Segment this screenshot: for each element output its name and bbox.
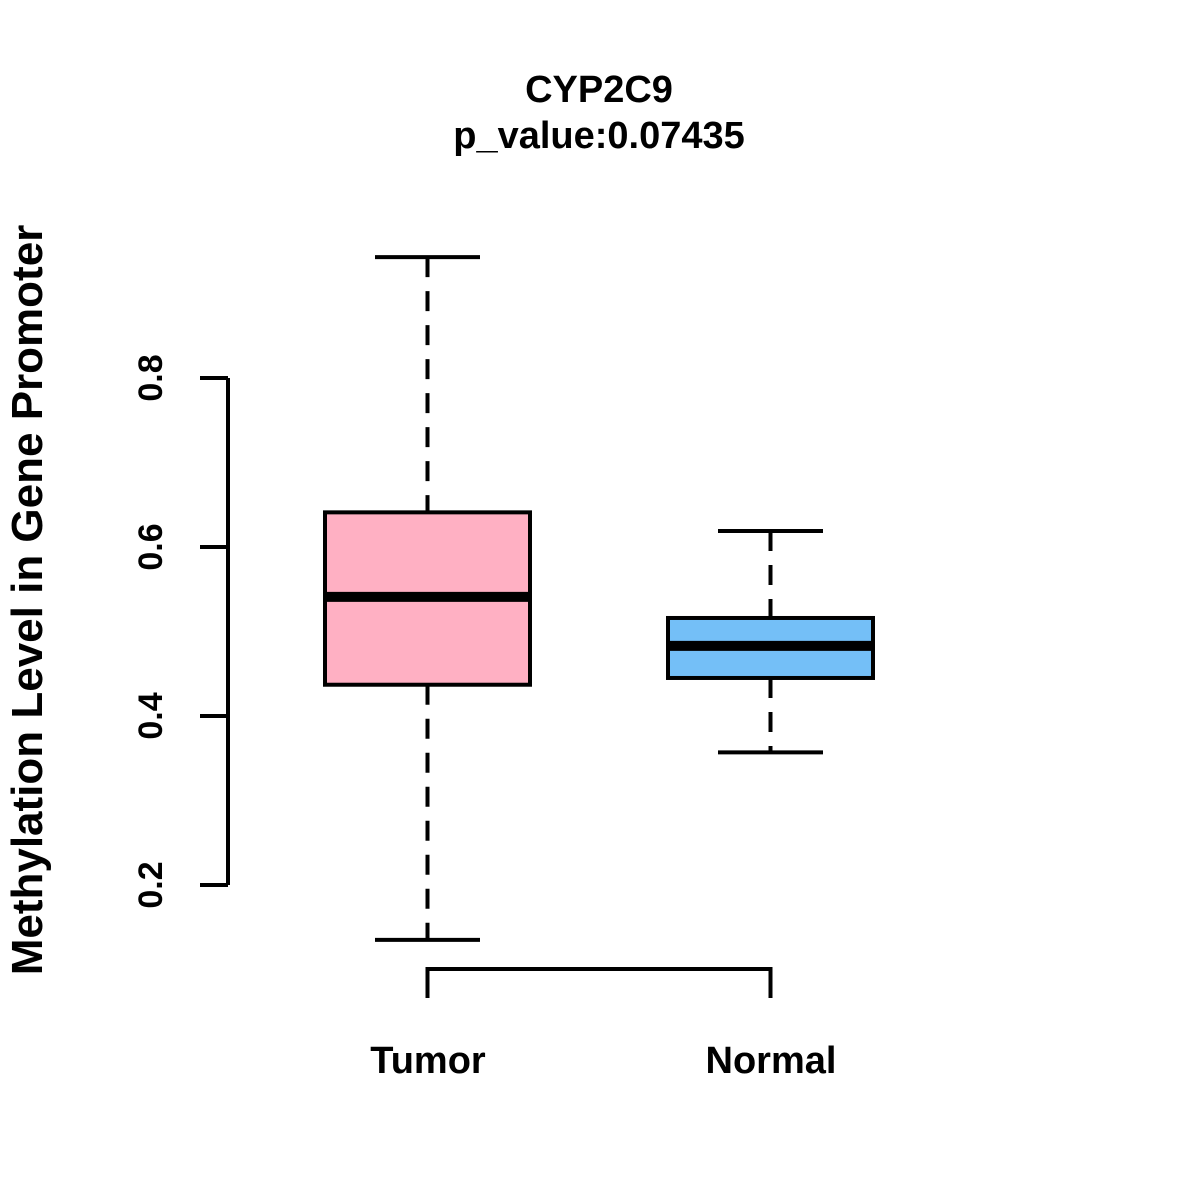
x-tick-label-normal: Normal [705, 1040, 837, 1082]
chart-subtitle-pvalue: p_value:0.07435 [453, 115, 745, 157]
x-axis-line [425, 967, 773, 998]
chart-title: CYP2C9 [525, 69, 673, 111]
y-tick-label: 0.2 [132, 861, 170, 908]
y-tick-label: 0.8 [132, 354, 170, 401]
y-tick-label: 0.4 [132, 692, 170, 739]
x-tick-label-tumor: Tumor [370, 1040, 486, 1082]
y-tick-label: 0.6 [132, 523, 170, 570]
